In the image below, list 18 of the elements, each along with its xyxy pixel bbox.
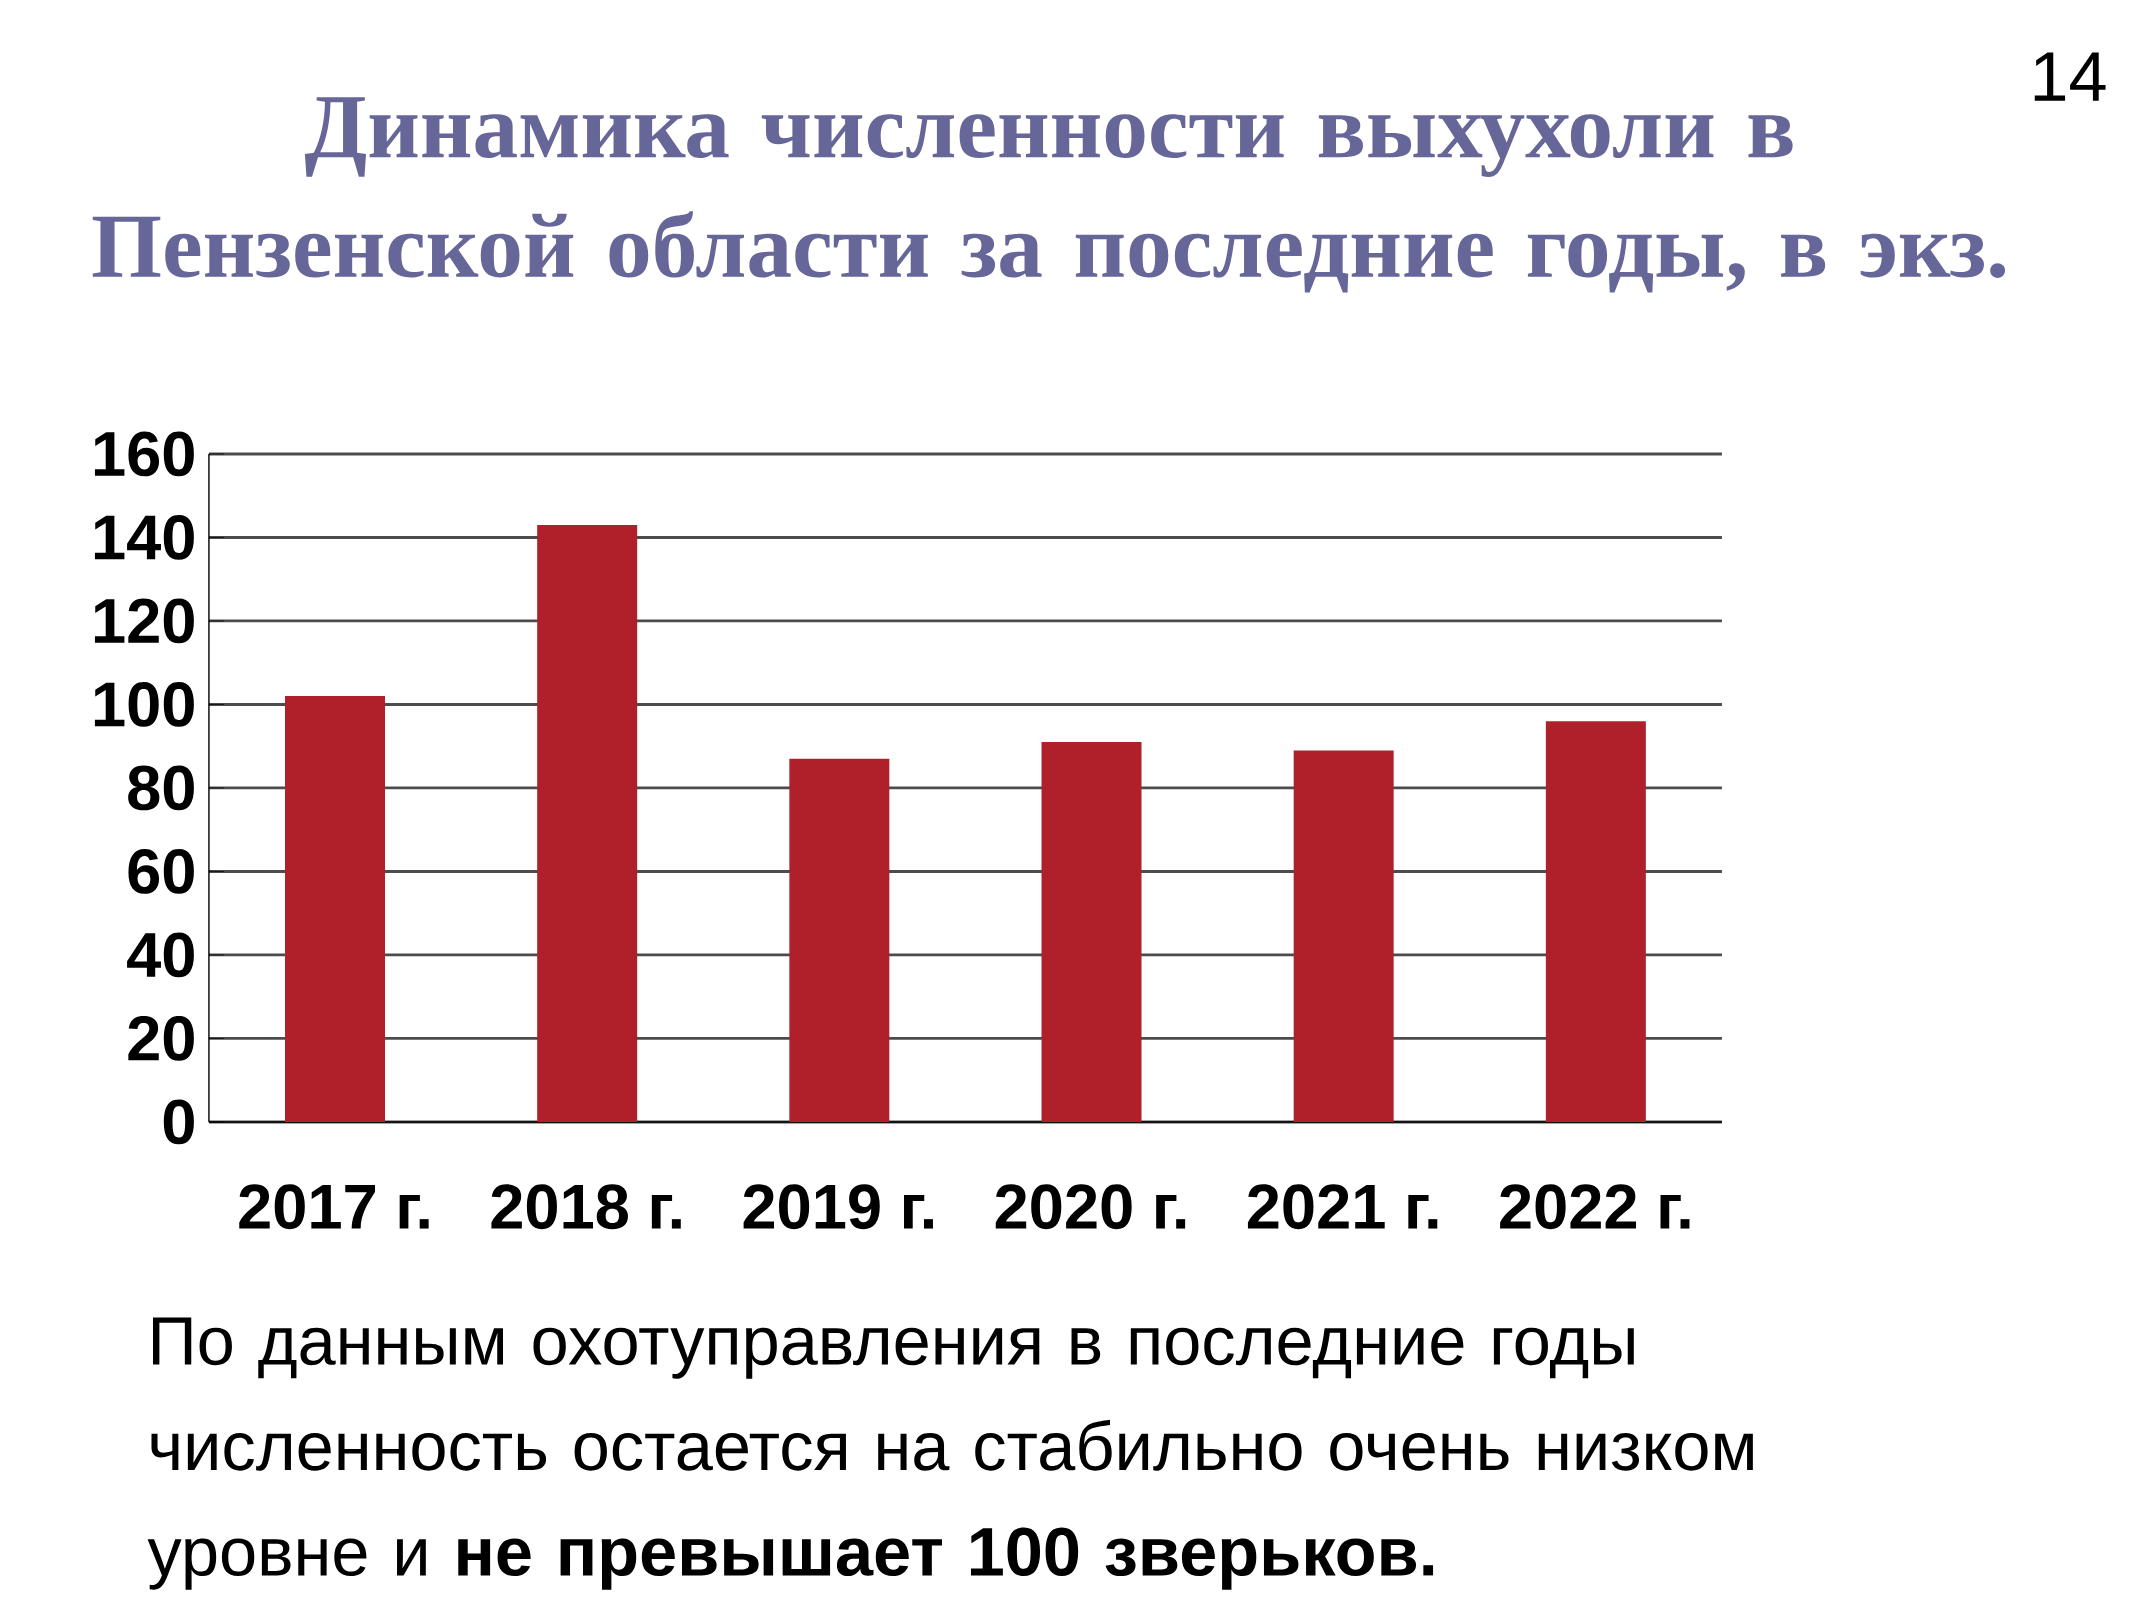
x-tick-label: 2017 г. <box>239 1184 429 1229</box>
x-tick-label: 2018 г. <box>491 1184 681 1229</box>
y-tick-label: 20 <box>128 1015 194 1061</box>
x-tick-label: 2019 г. <box>743 1184 933 1229</box>
chart-title: Динамика численности выхухоли в Пензенской области за последние годы, в экз. <box>92 97 2006 293</box>
x-tick-label: 2022 г. <box>1500 1184 1690 1229</box>
y-tick-label: 80 <box>128 765 194 811</box>
y-tick-label: 160 <box>94 431 194 477</box>
text: 14 <box>2034 52 2106 101</box>
y-tick-label: 60 <box>128 848 194 894</box>
y-tick-label: 100 <box>94 681 194 727</box>
x-tick-label: 2020 г. <box>995 1184 1186 1229</box>
y-tick-label: 40 <box>127 932 194 978</box>
y-tick-label: 140 <box>94 514 194 560</box>
text: По данным охотуправления в последние годы численность остается на стабильно очень низком уровне и не превышает 100 зверьков. <box>147 1317 1753 1590</box>
y-tick-label: 120 <box>94 598 194 644</box>
x-tick-label: 2021 г. <box>1247 1184 1438 1229</box>
y-tick-label: 0 <box>163 1099 194 1145</box>
